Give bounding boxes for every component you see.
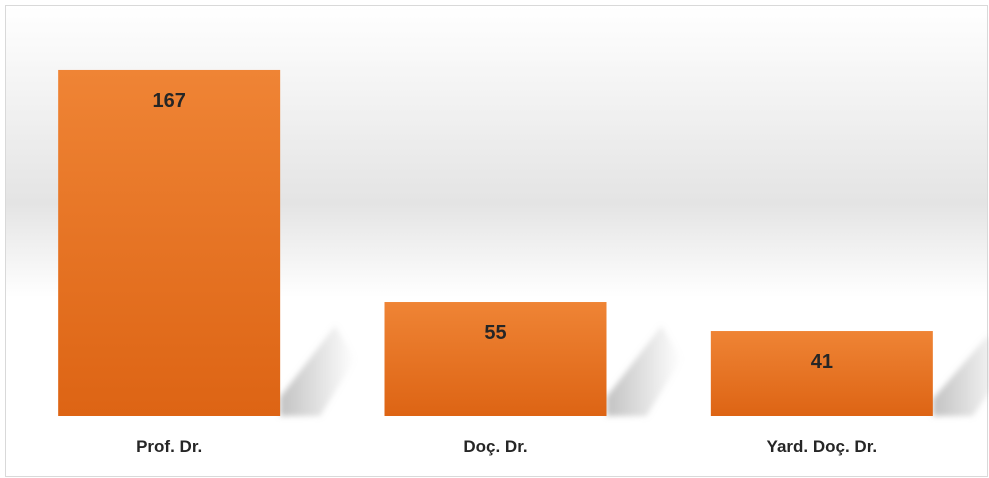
category-label-prof-dr: Prof. Dr. <box>136 437 202 456</box>
category-label-doc-dr: Doç. Dr. <box>463 437 527 456</box>
category-labels: Prof. Dr. Doç. Dr. Yard. Doç. Dr. <box>136 437 877 456</box>
data-labels: 167 55 41 <box>152 90 832 373</box>
data-label-doc-dr: 55 <box>484 322 506 344</box>
bar-shadow-yard-doc-dr <box>932 335 989 416</box>
bar-prof-dr <box>58 69 281 416</box>
data-label-yard-doc-dr: 41 <box>811 351 833 373</box>
bar-shadow-prof-dr <box>280 325 356 416</box>
data-label-prof-dr: 167 <box>152 90 185 112</box>
bars <box>58 69 933 416</box>
bar-shadow-doc-dr <box>606 325 682 416</box>
bar-doc-dr <box>384 302 607 416</box>
category-label-yard-doc-dr: Yard. Doç. Dr. <box>767 437 878 456</box>
bar-shadows <box>280 325 989 416</box>
bar-yard-doc-dr <box>710 331 933 416</box>
